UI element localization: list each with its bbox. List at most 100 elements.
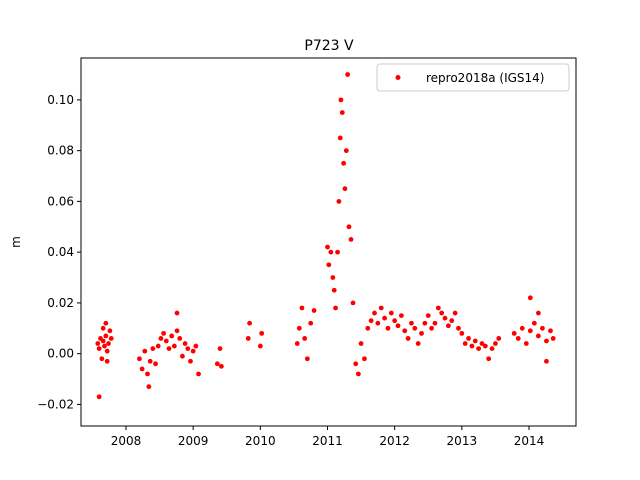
x-axis-ticks: 2008 2009 2010 2011 2012 2013 2014 (111, 426, 545, 448)
data-point (171, 343, 177, 349)
data-point (519, 325, 525, 331)
data-point (527, 328, 533, 334)
data-point (218, 363, 224, 369)
data-point (302, 336, 308, 341)
data-point (158, 336, 164, 341)
data-point (435, 305, 441, 311)
data-point (217, 346, 223, 351)
data-point (355, 371, 361, 377)
data-point (343, 148, 349, 154)
data-point (139, 366, 145, 372)
data-point (462, 341, 468, 346)
data-point (442, 315, 448, 321)
y-tick-label: 0.10 (47, 93, 74, 107)
data-point (392, 318, 398, 324)
data-point (245, 336, 251, 341)
data-point (104, 358, 110, 364)
data-point (368, 318, 374, 324)
data-point (350, 300, 356, 306)
data-point (550, 336, 556, 341)
data-point (142, 348, 148, 354)
data-point (486, 356, 492, 362)
data-point (348, 237, 354, 242)
y-tick-label: 0.08 (47, 144, 74, 158)
data-point (137, 356, 142, 362)
data-point (153, 361, 158, 367)
data-point (96, 394, 102, 400)
data-point (459, 330, 465, 336)
x-tick-label: 2008 (111, 434, 142, 448)
data-point (145, 371, 150, 377)
data-point (95, 341, 101, 346)
data-point (544, 358, 549, 364)
data-point (336, 198, 342, 204)
data-point (489, 346, 495, 351)
data-point (103, 320, 109, 326)
data-point (257, 343, 263, 349)
data-point (429, 325, 434, 331)
y-tick-label: 0.06 (47, 194, 74, 208)
y-axis-label: m (9, 236, 23, 248)
data-point (161, 330, 167, 336)
data-point (326, 262, 332, 268)
data-point (527, 295, 533, 301)
data-point (378, 305, 384, 311)
data-point (449, 318, 455, 324)
data-point (155, 343, 161, 349)
data-point (544, 338, 549, 344)
data-point (107, 328, 113, 334)
data-point (338, 97, 344, 103)
data-point (452, 310, 458, 316)
data-point (147, 358, 153, 364)
data-point (445, 323, 451, 329)
data-point (294, 341, 300, 346)
data-point (345, 72, 351, 77)
data-point (419, 330, 424, 336)
data-point (415, 341, 421, 346)
x-tick-label: 2014 (514, 434, 545, 448)
data-point (177, 336, 183, 341)
data-point (103, 333, 109, 339)
data-point (102, 343, 107, 349)
data-point (150, 346, 156, 351)
data-point (365, 325, 371, 331)
data-point (493, 341, 498, 346)
data-point (372, 310, 377, 316)
y-tick-label: −0.02 (37, 397, 74, 411)
data-point (328, 249, 334, 255)
data-point (104, 348, 110, 354)
data-point (325, 244, 330, 250)
data-point (174, 328, 180, 334)
data-point (375, 320, 381, 326)
data-point (330, 275, 336, 280)
data-point (299, 305, 305, 311)
legend-label: repro2018a (IGS14) (426, 71, 544, 85)
data-point (402, 328, 408, 334)
y-tick-label: 0.02 (47, 296, 74, 310)
data-point (96, 346, 102, 351)
data-point (106, 341, 111, 346)
data-point (395, 323, 401, 329)
data-point (196, 371, 201, 377)
data-point (382, 315, 387, 321)
data-point (337, 135, 343, 141)
data-point (335, 249, 340, 255)
data-point (535, 333, 541, 339)
data-point (511, 330, 517, 336)
chart-title: P723 V (304, 38, 354, 54)
x-tick-label: 2012 (379, 434, 410, 448)
data-point (100, 338, 106, 344)
data-point (163, 338, 169, 344)
data-point (100, 325, 106, 331)
data-point (185, 346, 191, 351)
y-axis-ticks: −0.02 0.00 0.02 0.04 0.06 0.08 0.10 (37, 93, 81, 411)
data-point (296, 325, 302, 331)
data-point (193, 343, 199, 349)
data-point (422, 320, 428, 326)
data-point (466, 336, 471, 341)
legend-box (376, 63, 570, 92)
data-point (259, 330, 265, 336)
data-point (353, 361, 359, 367)
data-point (166, 346, 172, 351)
data-point (99, 356, 105, 362)
